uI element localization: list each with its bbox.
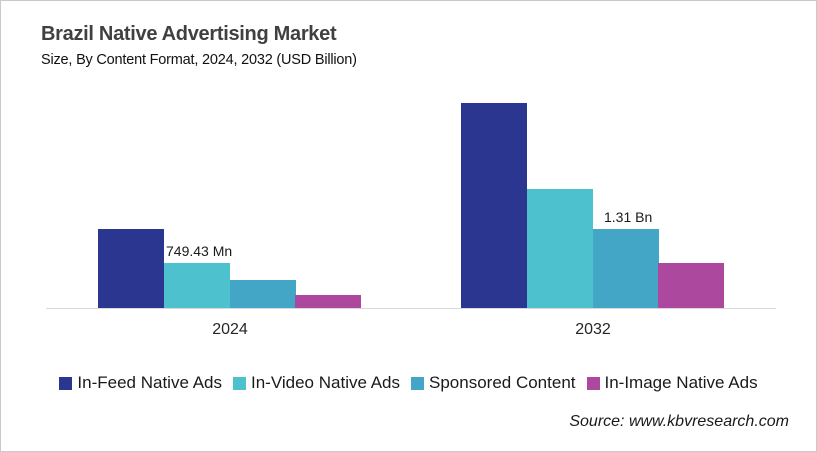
bar-in-feed-native-ads-2032 [461,103,527,308]
bar-in-feed-native-ads-2024 [98,229,164,308]
x-axis-line [46,308,776,309]
chart-subtitle: Size, By Content Format, 2024, 2032 (USD… [41,52,357,68]
bar-in-video-native-ads-2024 [164,263,230,308]
source-credit: Source: www.kbvresearch.com [569,413,789,430]
legend-item-in-image-native-ads: In-Image Native Ads [586,373,758,393]
legend-item-in-feed-native-ads: In-Feed Native Ads [59,373,222,393]
legend-swatch-sponsored-content [411,376,424,390]
legend-item-in-video-native-ads: In-Video Native Ads [233,373,400,393]
legend-item-sponsored-content: Sponsored Content [411,373,576,393]
legend-swatch-in-image-native-ads [586,376,600,390]
legend-label-in-image-native-ads: In-Image Native Ads [604,373,758,392]
legend: In-Feed Native Ads In-Video Native Ads Spo… [1,373,816,393]
bar-in-image-native-ads-2032 [658,263,724,308]
data-label-sponsored-content-2032: 1.31 Bn [604,209,653,225]
chart-title: Brazil Native Advertising Market [41,23,337,45]
legend-swatch-in-feed-native-ads [59,376,73,390]
legend-swatch-in-video-native-ads [233,376,246,390]
bar-sponsored-content-2032 [593,229,659,308]
legend-label-in-video-native-ads: In-Video Native Ads [251,373,400,392]
x-tick-2024: 2024 [212,321,248,338]
legend-label-sponsored-content: Sponsored Content [429,373,576,392]
plot-area: 2024 2032 749.43 Mn 1.31 Bn [1,1,816,361]
bar-sponsored-content-2024 [230,280,296,308]
data-label-in-video-native-ads-2024: 749.43 Mn [166,243,233,259]
legend-label-in-feed-native-ads: In-Feed Native Ads [77,373,222,392]
bar-in-video-native-ads-2032 [527,189,593,308]
x-tick-2032: 2032 [575,321,611,338]
bar-in-image-native-ads-2024 [295,295,361,308]
